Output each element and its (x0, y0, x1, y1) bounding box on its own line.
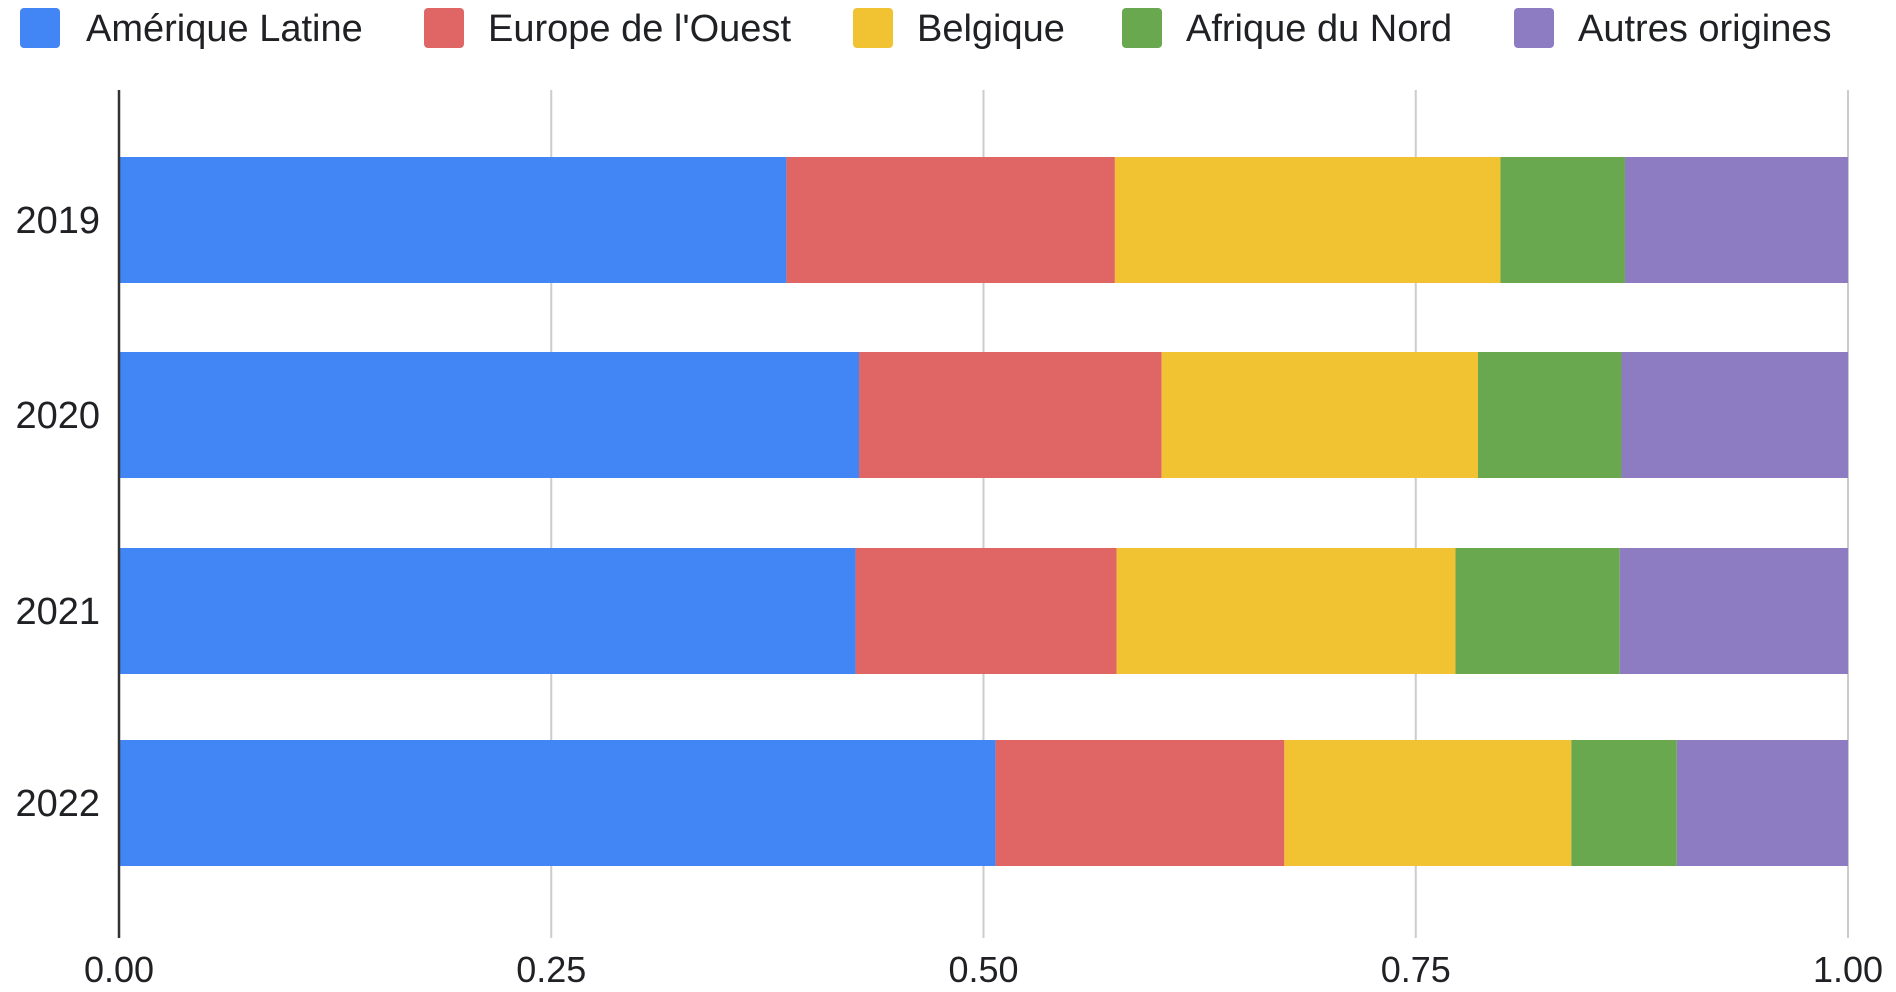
y-category-label: 2019 (15, 200, 100, 242)
bar-segment-2019-afrique-du-nord (1500, 157, 1625, 283)
bar-segment-2022-amerique-latine (119, 740, 996, 866)
bar-segment-2020-europe-de-l-ouest (859, 352, 1162, 478)
legend-swatch (853, 8, 893, 48)
x-tick-label: 0.75 (1381, 949, 1451, 990)
legend: Amérique Latine Europe de l'Ouest Belgique… (20, 8, 1831, 50)
bar-row-2022 (119, 740, 1848, 866)
bar-segment-2021-belgique (1116, 548, 1456, 674)
legend-item-belgique: Belgique (853, 8, 1065, 50)
y-axis-category-labels: 2019 2020 2021 2022 (15, 200, 100, 825)
bar-segment-2020-autres-origines (1621, 352, 1848, 478)
bar-segment-2022-afrique-du-nord (1571, 740, 1677, 866)
bar-segment-2020-afrique-du-nord (1477, 352, 1622, 478)
bar-row-2020 (119, 352, 1848, 478)
bar-segment-2021-europe-de-l-ouest (855, 548, 1117, 674)
bar-segment-2019-autres-origines (1624, 157, 1848, 283)
bar-segment-2022-europe-de-l-ouest (995, 740, 1285, 866)
legend-swatch (1122, 8, 1162, 48)
bar-segment-2020-belgique (1161, 352, 1478, 478)
legend-swatch (1514, 8, 1554, 48)
bar-segment-2019-amerique-latine (119, 157, 787, 283)
bar-segment-2019-belgique (1114, 157, 1501, 283)
legend-label: Amérique Latine (86, 8, 363, 50)
legend-label: Europe de l'Ouest (488, 8, 791, 50)
x-tick-label: 1.00 (1813, 949, 1883, 990)
legend-label: Afrique du Nord (1186, 8, 1452, 50)
legend-label: Autres origines (1578, 8, 1831, 50)
bar-segment-2020-amerique-latine (119, 352, 860, 478)
bar-segment-2021-autres-origines (1619, 548, 1848, 674)
x-axis-ticks: 0.00 0.25 0.50 0.75 1.00 (84, 949, 1883, 990)
legend-swatch (20, 8, 60, 48)
legend-item-afrique-du-nord: Afrique du Nord (1122, 8, 1452, 50)
bar-segment-2022-belgique (1284, 740, 1572, 866)
legend-item-autres-origines: Autres origines (1514, 8, 1831, 50)
y-category-label: 2020 (15, 395, 100, 437)
legend-item-amerique-latine: Amérique Latine (20, 8, 363, 50)
y-category-label: 2021 (15, 591, 100, 633)
x-tick-label: 0.25 (516, 949, 586, 990)
legend-item-europe-de-l-ouest: Europe de l'Ouest (424, 8, 791, 50)
y-category-label: 2022 (15, 783, 100, 825)
legend-label: Belgique (917, 8, 1065, 50)
bar-segment-2021-amerique-latine (119, 548, 856, 674)
bar-row-2019 (119, 157, 1848, 283)
x-tick-label: 0.00 (84, 949, 154, 990)
bar-segment-2019-europe-de-l-ouest (786, 157, 1115, 283)
bar-row-2021 (119, 548, 1848, 674)
bar-segment-2022-autres-origines (1676, 740, 1848, 866)
x-tick-label: 0.50 (948, 949, 1018, 990)
legend-swatch (424, 8, 464, 48)
bars (119, 157, 1848, 866)
bar-segment-2021-afrique-du-nord (1455, 548, 1620, 674)
